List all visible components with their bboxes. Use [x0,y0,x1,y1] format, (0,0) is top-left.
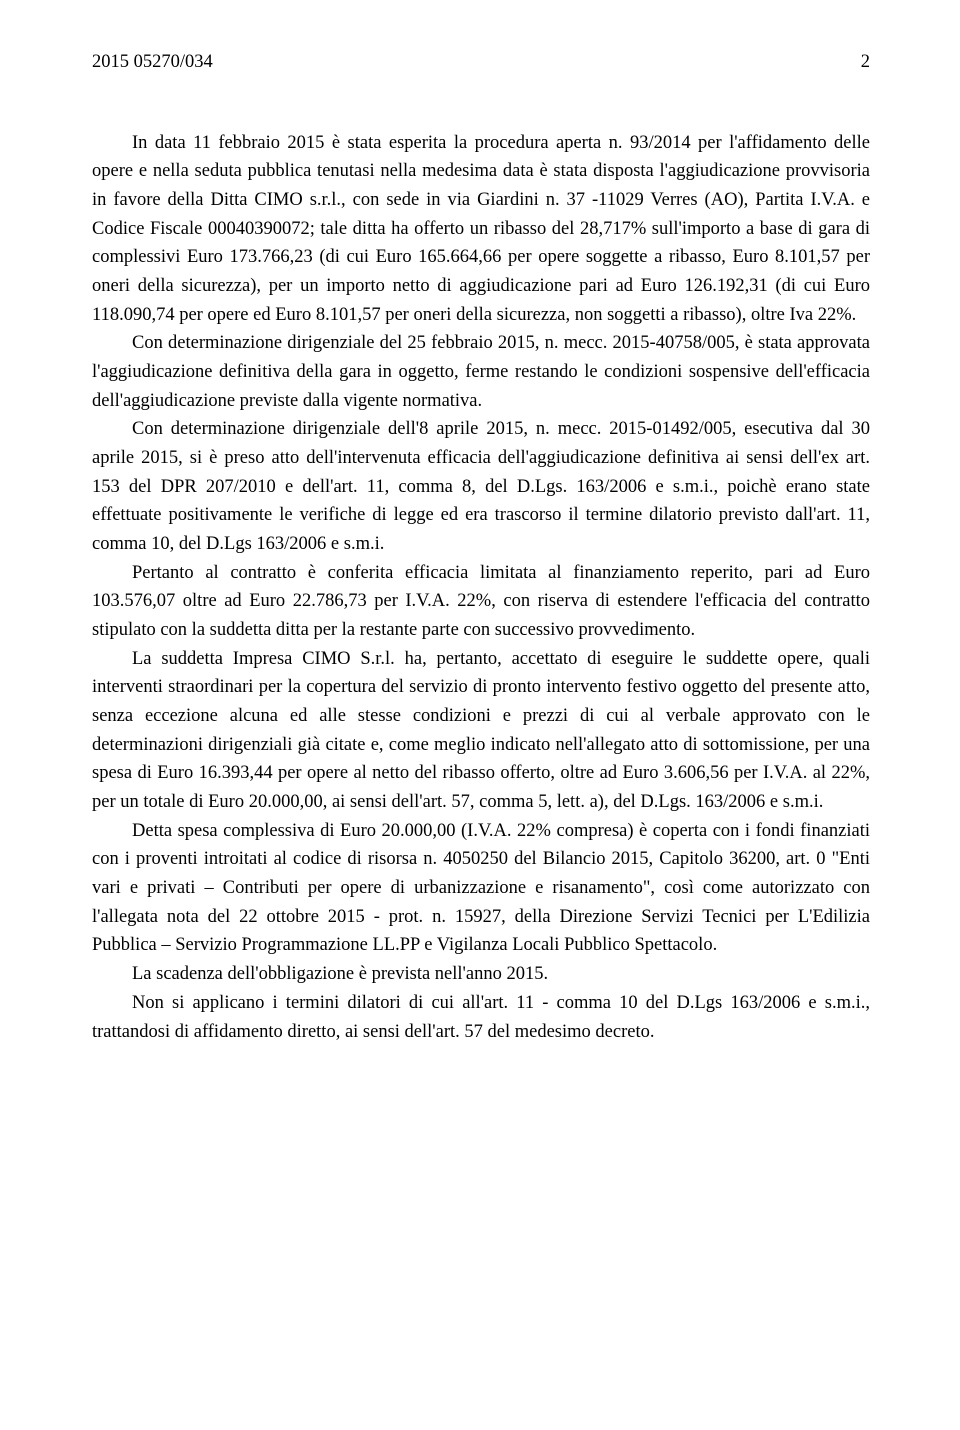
paragraph: Non si applicano i termini dilatori di c… [92,989,870,1046]
paragraph: Pertanto al contratto è conferita effica… [92,559,870,645]
paragraph: La suddetta Impresa CIMO S.r.l. ha, pert… [92,645,870,817]
header-doc-number: 2015 05270/034 [92,48,213,77]
document-body: In data 11 febbraio 2015 è stata esperit… [92,129,870,1047]
paragraph: In data 11 febbraio 2015 è stata esperit… [92,129,870,330]
paragraph: Con determinazione dirigenziale del 25 f… [92,329,870,415]
header-page-number: 2 [861,48,870,77]
paragraph: Con determinazione dirigenziale dell'8 a… [92,415,870,558]
paragraph: La scadenza dell'obbligazione è prevista… [92,960,870,989]
paragraph: Detta spesa complessiva di Euro 20.000,0… [92,817,870,960]
page-header: 2015 05270/034 2 [92,48,870,77]
